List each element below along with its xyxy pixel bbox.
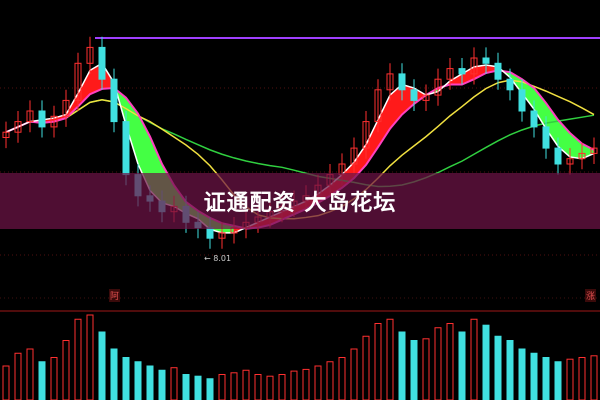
volume-bar [98, 331, 106, 400]
candle-body [470, 57, 478, 75]
volume-bar [194, 375, 202, 400]
candle-body [86, 46, 94, 64]
candle-body [410, 89, 418, 101]
watermark-banner: 证通配资 大岛花坛 [0, 173, 600, 229]
ribbon-segment [570, 133, 582, 159]
volume-bar [38, 361, 46, 400]
candle-body [458, 68, 466, 75]
volume-bar [218, 374, 226, 400]
candle-body [578, 152, 586, 160]
volume-bar [146, 365, 154, 400]
ribbon-segment [534, 88, 546, 129]
volume-bar [338, 357, 346, 400]
volume-bar [206, 378, 214, 400]
volume-bar [122, 357, 130, 400]
volume-bar [590, 355, 598, 400]
volume-bar [230, 372, 238, 400]
candle-body [422, 94, 430, 101]
candle-body [38, 110, 46, 128]
volume-bar [554, 361, 562, 400]
volume-bar [494, 335, 502, 400]
volume-bar [182, 374, 190, 400]
candle-body [530, 110, 538, 128]
candle-body [590, 147, 598, 154]
volume-bar [518, 348, 526, 400]
volume-bar [290, 370, 298, 400]
volume-bar [134, 361, 142, 400]
volume-bar [482, 324, 490, 400]
candle-body [398, 73, 406, 91]
candle-body [518, 89, 526, 112]
volume-bar [410, 340, 418, 400]
volume-bar [350, 348, 358, 400]
candle-body [14, 121, 22, 133]
volume-bar [314, 365, 322, 400]
volume-bar [386, 318, 394, 400]
volume-bar [278, 374, 286, 400]
candle-body [494, 62, 502, 80]
banner-text: 证通配资 大岛花坛 [203, 191, 397, 216]
volume-bar [26, 348, 34, 400]
volume-bar [446, 323, 454, 400]
candle-body [350, 147, 358, 165]
candle-body [206, 227, 214, 239]
candle-body [506, 78, 514, 91]
candle-body [554, 147, 562, 165]
candle-body [386, 73, 394, 91]
candle-body [62, 99, 70, 117]
volume-bar [302, 368, 310, 400]
volume-bar [542, 357, 550, 400]
candle-body [218, 232, 226, 239]
volume-bar [158, 369, 166, 400]
volume-bar [566, 358, 574, 400]
ribbon-segment [354, 144, 366, 179]
volume-bar [254, 374, 262, 400]
indicator-tag-right: 涨 [585, 289, 597, 302]
volume-bar [2, 365, 10, 400]
candle-body [374, 89, 382, 123]
candle-body [50, 115, 58, 128]
candle-body [434, 78, 442, 96]
candle-body [26, 110, 34, 123]
volume-bar [62, 340, 70, 400]
candle-body [446, 68, 454, 80]
volume-bar [326, 361, 334, 400]
volume-bar [434, 327, 442, 400]
volume-bar [422, 338, 430, 400]
candle-body [2, 131, 10, 138]
volume-bar [506, 340, 514, 400]
volume-bar [374, 323, 382, 400]
ribbon-segment [366, 119, 378, 165]
volume-bar [50, 357, 58, 400]
volume-bar [74, 318, 82, 400]
volume-bar [470, 318, 478, 400]
candle-body [482, 57, 490, 64]
volume-bar [242, 369, 250, 400]
volume-bar [398, 331, 406, 400]
volume-bar [14, 352, 22, 400]
candle-body [110, 78, 118, 123]
candle-body [362, 121, 370, 149]
indicator-tag-left: 阿 [109, 289, 121, 302]
volume-bar [458, 331, 466, 400]
volume-bar [362, 335, 370, 400]
volume-bar [110, 348, 118, 400]
candle-body [122, 121, 130, 176]
ribbon-segment [546, 103, 558, 147]
ribbon-segment [450, 73, 462, 85]
volume-bar [530, 352, 538, 400]
volume-bar [86, 314, 94, 400]
candle-body [98, 46, 106, 80]
low-price-value: 8.01 [213, 254, 232, 263]
ribbon-segment [378, 95, 390, 148]
volume-bar [578, 357, 586, 400]
volume-bar [170, 367, 178, 400]
volume-bar [266, 375, 274, 400]
candle-body [566, 158, 574, 165]
candle-body [74, 62, 82, 101]
candle-body [542, 126, 550, 149]
low-price-label: ← 8.01 [204, 254, 232, 263]
